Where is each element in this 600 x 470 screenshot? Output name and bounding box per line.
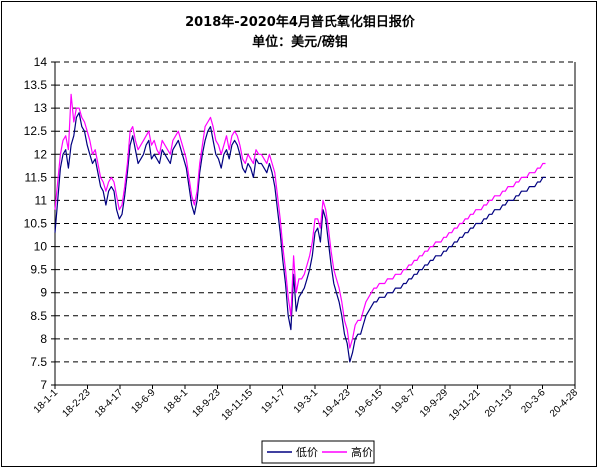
y-tick-label: 11.5: [25, 170, 48, 184]
chart-title: 2018年-2020年4月普氏氧化钼日报价: [185, 14, 416, 30]
x-tick-label: 20-1-13: [483, 387, 515, 419]
x-tick-label: 18-2-23: [60, 387, 92, 419]
chart-subtitle: 单位：美元/磅钼: [252, 34, 348, 50]
series-lines: [54, 93, 546, 363]
x-tick-label: 20-4-28: [548, 387, 580, 419]
x-tick-label: 18-4-17: [93, 387, 125, 419]
y-tick-label: 14: [34, 55, 48, 69]
y-axis-ticks: 7 7.5 8 8.5 9 9.5 10 10.5 11 11.5 12 12.5 13 13.5 14: [24, 55, 55, 392]
x-tick-label: 18-6-9: [129, 387, 158, 416]
y-tick-label: 9: [40, 286, 47, 300]
x-tick-label: 19-9-29: [418, 387, 450, 419]
y-tick-label: 10.5: [24, 217, 48, 231]
series-line-high: [54, 93, 546, 349]
x-tick-label: 18-11-15: [220, 387, 256, 423]
y-tick-label: 8.5: [30, 309, 47, 323]
legend-box: [261, 440, 375, 464]
legend-label-high: 高价: [351, 445, 373, 459]
legend: 低价 高价: [261, 440, 375, 464]
y-tick-label: 11: [35, 193, 48, 207]
y-tick-label: 8: [40, 332, 47, 346]
y-tick-label: 7.5: [30, 355, 47, 369]
y-tick-label: 9.5: [30, 263, 47, 277]
x-tick-label: 19-3-1: [292, 387, 321, 416]
x-tick-label: 18-9-23: [190, 387, 222, 419]
legend-label-low: 低价: [296, 446, 318, 459]
x-axis-ticks: 18-1-1 18-2-23 18-4-17 18-6-9 18-8-1 18-9-231…: [32, 385, 580, 423]
x-tick-label: 19-6-15: [353, 387, 385, 419]
x-tick-label: 19-8-7: [389, 387, 418, 416]
x-tick-label: 18-8-1: [162, 387, 191, 416]
x-tick-label: 19-1-7: [259, 387, 288, 416]
y-tick-label: 10: [34, 240, 48, 254]
y-tick-label: 12: [34, 147, 48, 161]
y-tick-label: 13: [34, 101, 48, 115]
y-tick-label: 12.5: [24, 124, 48, 138]
x-tick-label: 20-3-6: [519, 387, 548, 416]
x-tick-label: 19-4-23: [320, 387, 352, 419]
series-line-low: [54, 112, 546, 363]
y-tick-label: 7: [40, 378, 47, 392]
grid: [55, 61, 575, 363]
x-tick-label: 19-11-21: [447, 387, 483, 423]
y-tick-label: 13.5: [24, 78, 48, 92]
